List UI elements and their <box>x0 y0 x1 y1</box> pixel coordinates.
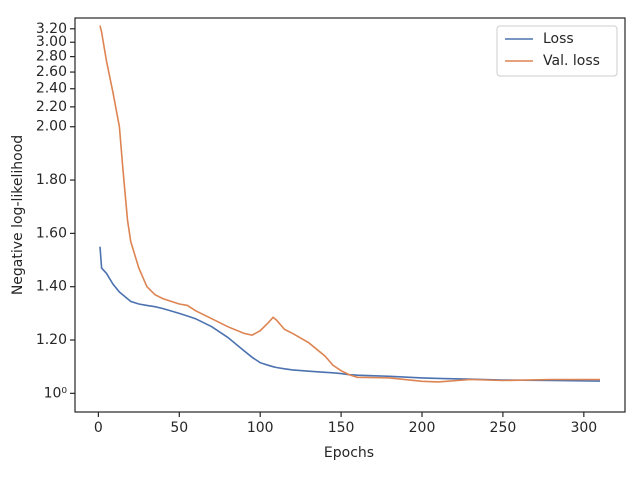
line-series <box>99 246 601 382</box>
y-tick-label: 2.00 <box>36 119 67 135</box>
x-tick-label: 100 <box>247 420 274 436</box>
x-tick-label: 250 <box>490 420 517 436</box>
y-axis-label: Negative log-likelihood <box>10 135 26 295</box>
x-tick-label: 150 <box>328 420 355 436</box>
y-tick-label: 2.20 <box>36 99 67 115</box>
y-tick-label: 2.40 <box>36 81 67 97</box>
y-tick-label: 3.00 <box>36 34 67 50</box>
y-tick-label: 1.40 <box>36 279 67 295</box>
plot-frame <box>74 17 626 413</box>
x-tick-label: 50 <box>170 420 188 436</box>
legend-label: Val. loss <box>543 53 600 69</box>
x-tick-label: 0 <box>94 420 103 436</box>
x-axis-label: Epochs <box>324 445 374 461</box>
x-tick-label: 200 <box>409 420 436 436</box>
y-tick-label: 1.80 <box>36 172 67 188</box>
y-tick-label: 10⁰ <box>44 385 68 401</box>
legend-label: Loss <box>543 31 574 47</box>
y-tick-label: 2.80 <box>36 49 67 65</box>
y-tick-label: 3.20 <box>36 21 67 37</box>
y-tick-label: 1.20 <box>36 332 67 348</box>
x-tick-label: 300 <box>570 420 597 436</box>
y-tick-label: 1.60 <box>36 225 67 241</box>
y-tick-label: 2.60 <box>36 64 67 80</box>
line-series <box>99 25 600 383</box>
